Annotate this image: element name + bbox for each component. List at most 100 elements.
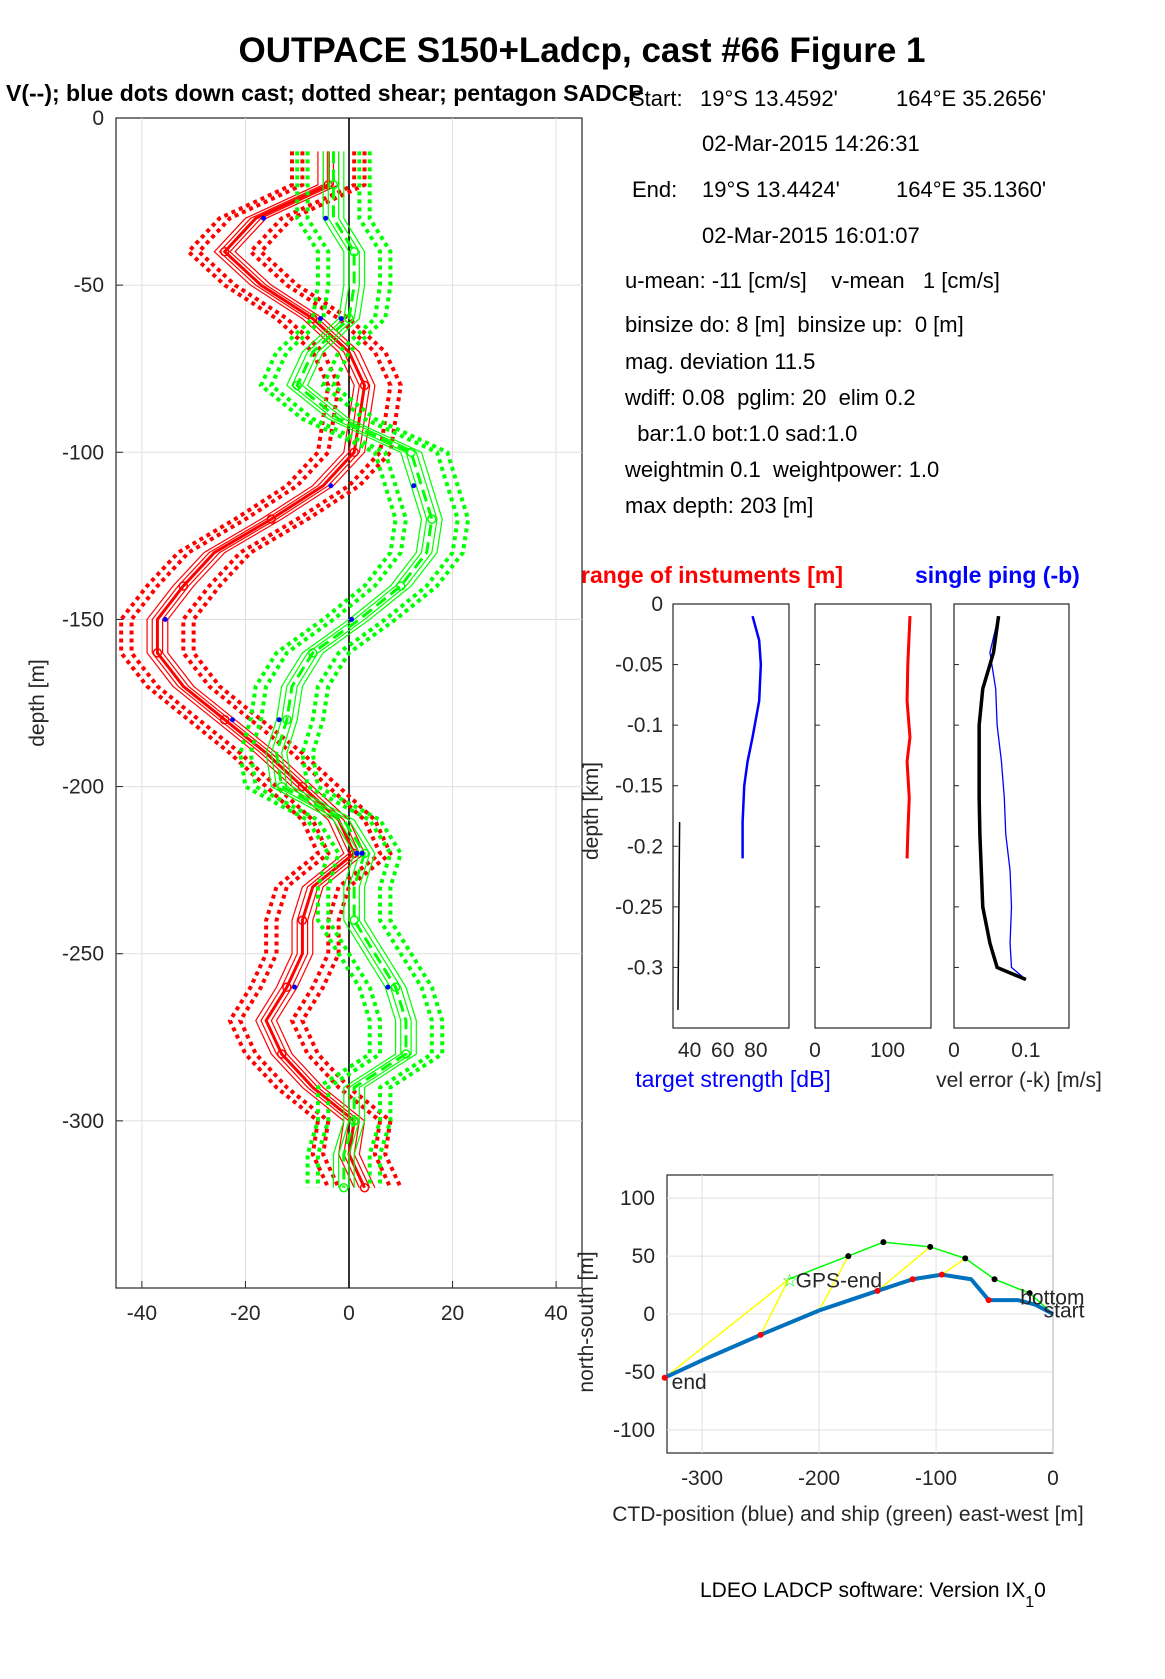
info-line-weightmin: weightmin 0.1 weightpower: 1.0 (624, 457, 939, 482)
v-profile-marker (276, 781, 287, 792)
ctd-track-line (663, 1272, 1054, 1380)
u-profile-line (151, 151, 360, 1188)
track-ytick-label: 100 (620, 1187, 655, 1210)
v-mean-profile (274, 151, 434, 1188)
end-longitude: 164°E 35.1360' (896, 177, 1046, 202)
track-plot-ylabel: north-south [m] (575, 1251, 598, 1392)
instrument-xtick-label: 0 (948, 1039, 960, 1062)
instrument-ytick-label: -0.25 (615, 896, 663, 919)
instrument-ytick-label: -0.2 (627, 835, 663, 858)
instrument-xtick-label: 80 (744, 1039, 767, 1062)
downcast-dot (276, 717, 282, 723)
v-profile-marker (396, 581, 406, 591)
downcast-dot (328, 483, 334, 489)
ctd-ship-link (664, 1278, 790, 1379)
track-xtick-label: 0 (1047, 1467, 1059, 1490)
software-version: LDEO LADCP software: Version IX10 (700, 1579, 1046, 1611)
end-label: end (672, 1371, 707, 1394)
instrument-panel-frame (672, 603, 790, 1029)
u-profile-marker (219, 714, 230, 725)
vel-error-xlabel: vel error (-k) [m/s] (936, 1069, 1102, 1092)
v-profile-marker (282, 714, 292, 725)
downcast-dot (318, 316, 324, 322)
v-profile-line (281, 151, 438, 1188)
velocity-xtick-label: -40 (127, 1302, 157, 1325)
vel-error-line (977, 615, 1027, 982)
end-position-dot (661, 1374, 668, 1381)
single-ping-title: single ping (-b) (915, 562, 1080, 588)
v-profile-marker (344, 313, 354, 324)
track-ytick-label: 0 (643, 1303, 655, 1326)
start-label: start (1044, 1299, 1085, 1322)
bottom-label: bottom (1020, 1287, 1084, 1310)
u-profile-marker (178, 581, 189, 591)
track-ytick-label: 50 (632, 1245, 655, 1268)
ctd-position-dot (757, 1331, 764, 1338)
info-line-binsize: binsize do: 8 [m] binsize up: 0 [m] (625, 312, 964, 337)
downcast-dot (261, 215, 267, 221)
downcast-dot (230, 717, 235, 723)
velocity-xtick-label: 0 (343, 1302, 355, 1325)
v-profile-marker (349, 1116, 359, 1126)
downcast-dot (162, 616, 168, 622)
velocity-ytick-label: 0 (92, 107, 104, 130)
range-line (677, 822, 681, 1010)
v-profile-marker (339, 1182, 349, 1193)
v-profile-marker (390, 982, 401, 992)
u-profile-marker (276, 1049, 287, 1059)
velocity-profile-plot: depth [m] -40 -20 0 20 400-50-100-150-200-25… (26, 107, 583, 1325)
u-profile-marker (297, 781, 308, 792)
downcast-dot (292, 984, 298, 990)
ctd-position-dot (985, 1297, 992, 1304)
instrument-panel-frame (814, 603, 932, 1029)
start-longitude: 164°E 35.2656' (896, 86, 1046, 111)
instrument-panels: range of instuments [m] single ping (-b)… (580, 562, 1102, 1092)
start-label: Start: (630, 86, 683, 111)
software-version-text: LDEO LADCP software: Version IX (700, 1579, 1025, 1602)
v-profile-marker (308, 648, 318, 658)
velocity-ytick-label: -250 (62, 943, 104, 966)
info-line-magdev: mag. deviation 11.5 (625, 349, 815, 374)
u-profile-line (162, 151, 371, 1188)
instrument-range-line (905, 616, 912, 859)
u-profile-line (146, 151, 355, 1188)
cast-info: Start: 19°S 13.4592' 164°E 35.2656' 02-M… (624, 86, 1046, 518)
instrument-ytick-label: -0.1 (627, 714, 663, 737)
instrument-ytick-label: -0.3 (627, 956, 663, 979)
instrument-range-title: range of instuments [m] (581, 562, 843, 588)
ship-position-dot (880, 1239, 887, 1246)
velocity-xtick-label: 20 (441, 1302, 464, 1325)
position-track-plot: north-south [m] CTD-position (blue) and … (575, 1174, 1085, 1526)
instrument-xtick-label: 60 (711, 1039, 734, 1062)
ctd-position-dot (874, 1287, 881, 1294)
ship-track-line (788, 1241, 1054, 1315)
velocity-ytick-label: -50 (74, 274, 104, 297)
track-xtick-label: -300 (681, 1467, 723, 1490)
v-profile-marker (349, 915, 359, 926)
ctd-ship-link (941, 1257, 966, 1276)
u-profile-marker (266, 514, 277, 524)
downcast-dot (338, 316, 344, 322)
u-shear-envelope (181, 151, 393, 1189)
velocity-plot-ylabel: depth [m] (26, 659, 49, 747)
track-xtick-label: -200 (798, 1467, 840, 1490)
v-profile-line (270, 151, 428, 1188)
u-profile-marker (282, 982, 292, 992)
velocity-xtick-label: 40 (544, 1302, 567, 1325)
downcast-dot (411, 483, 417, 489)
single-ping-line (989, 615, 1027, 981)
instrument-ytick-label: -0.05 (615, 654, 663, 677)
instrument-ytick-label: -0.15 (615, 775, 663, 798)
info-line-wdiff: wdiff: 0.08 pglim: 20 elim 0.2 (624, 385, 916, 410)
downcast-dot (323, 215, 329, 221)
target-strength-line (741, 615, 763, 859)
v-profile-marker (292, 380, 302, 391)
target-strength-xlabel: target strength [dB] (635, 1066, 831, 1092)
v-profile-marker (406, 447, 416, 458)
ship-position-dot (927, 1243, 934, 1250)
velocity-ytick-label: -150 (62, 608, 104, 631)
u-mean-profile (155, 151, 367, 1189)
downcast-dot (385, 984, 391, 990)
info-line-maxdepth: max depth: 203 [m] (625, 493, 813, 518)
